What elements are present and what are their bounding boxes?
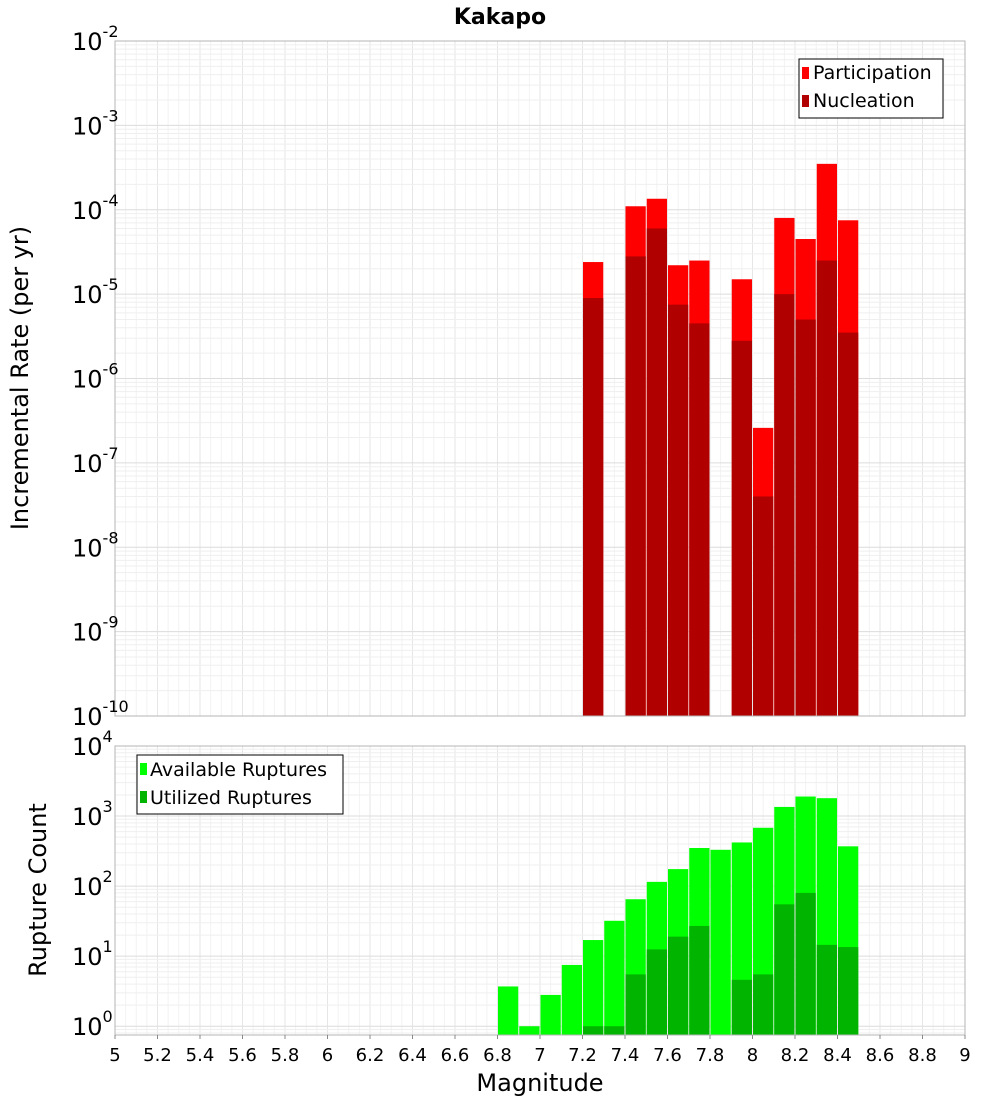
chart-title: Kakapo [454,5,546,30]
rate-panel: 10-10 10-9 10-8 10-7 10-6 10-5 10-4 10-3 10-2 In… [6,22,966,731]
legend-label-utilized: Utilized Ruptures [150,787,312,809]
rate-plot-frame [114,40,966,717]
x-tick-label: 6.8 [483,1045,512,1066]
legend-label-available: Available Ruptures [150,759,327,781]
count-bars [498,796,859,1035]
count-bar-available-ruptures [498,986,519,1035]
count-bar-utilized-ruptures [774,904,795,1035]
x-tick-label: 9 [959,1045,970,1066]
count-bar-available-ruptures [561,964,582,1035]
x-tick-label: 5.2 [143,1045,172,1066]
legend-swatch-available [140,763,147,775]
count-bar-available-ruptures [540,994,561,1035]
rate-y-tick-label: 10-3 [72,106,119,140]
rate-y-tick-labels: 10-10 10-9 10-8 10-7 10-6 10-5 10-4 10-3 10-2 [72,22,129,731]
legend-label-nucleation: Nucleation [813,90,915,112]
x-tick-label: 5.6 [228,1045,257,1066]
rate-bar-nucleation [838,332,859,716]
x-tick-label: 7.8 [696,1045,725,1066]
x-tick-label: 7.2 [568,1045,597,1066]
x-tick-label: 8.6 [866,1045,895,1066]
rate-legend: Participation Nucleation [798,58,944,119]
rate-y-tick-label: 10-6 [72,360,119,394]
count-bar-utilized-ruptures [625,974,646,1035]
rate-y-tick-label: 10-8 [72,528,119,562]
rate-bar-nucleation [583,297,604,716]
x-tick-label: 5.4 [186,1045,215,1066]
count-grid [114,745,966,1035]
x-tick-label: 8.8 [908,1045,937,1066]
count-y-tick-label: 103 [72,797,113,831]
x-tick-label: 7 [534,1045,545,1066]
count-bar-utilized-ruptures [583,1026,604,1035]
x-tick-label: 6 [322,1045,333,1066]
x-tick-label: 5 [109,1045,120,1066]
legend-swatch-utilized [140,791,147,803]
rate-bar-nucleation [731,340,752,716]
rate-bar-nucleation [774,294,795,716]
count-panel: 100 101 102 103 104 5 5.2 5.4 5.6 5.8 6 6.2 6.4 6.6 6… [24,727,971,1097]
count-legend-box [136,754,344,815]
count-y-axis-label: Rupture Count [24,803,52,977]
x-tick-label: 7.6 [653,1045,682,1066]
x-tick-label: 8.4 [823,1045,852,1066]
rate-bar-nucleation [646,228,667,716]
x-tick-label: 8.2 [781,1045,810,1066]
x-axis-label: Magnitude [476,1069,603,1097]
rate-bars [583,163,859,717]
count-bar-utilized-ruptures [689,925,710,1035]
count-bar-available-ruptures [604,920,625,1035]
legend-swatch-participation [802,67,809,79]
count-bar-utilized-ruptures [668,936,689,1035]
count-bar-utilized-ruptures [604,1026,625,1035]
x-tick-label: 6.4 [398,1045,427,1066]
count-bar-available-ruptures [519,1026,540,1035]
rate-bar-nucleation [753,496,774,716]
count-bar-utilized-ruptures [731,979,752,1035]
rate-y-tick-label: 10-2 [72,22,119,56]
magnitude-x-tick-labels: 5 5.2 5.4 5.6 5.8 6 6.2 6.4 6.6 6.8 7 7.2 7.4 7.6 7.8 8… [109,1035,971,1066]
count-bar-utilized-ruptures [646,949,667,1035]
x-tick-label: 5.8 [271,1045,300,1066]
count-y-tick-label: 102 [72,867,113,901]
rate-y-tick-label: 10-9 [72,613,119,647]
rate-y-axis-label: Incremental Rate (per yr) [6,226,34,530]
x-tick-label: 6.6 [441,1045,470,1066]
count-legend: Available Ruptures Utilized Ruptures [136,754,344,815]
rate-y-tick-label: 10-5 [72,275,119,309]
rate-grid [114,40,966,717]
count-bar-utilized-ruptures [838,947,859,1035]
rate-bar-nucleation [625,256,646,716]
count-bar-available-ruptures [583,940,604,1035]
rate-bar-nucleation [689,323,710,716]
count-y-tick-label: 100 [72,1007,113,1041]
rate-bar-nucleation [795,319,816,716]
count-y-tick-label: 101 [72,937,113,971]
rate-y-tick-label: 10-4 [72,191,119,225]
legend-swatch-nucleation [802,95,809,107]
count-y-tick-labels: 100 101 102 103 104 [72,727,113,1041]
rate-bar-nucleation [668,304,689,716]
rate-y-tick-label: 10-10 [72,697,129,731]
rate-y-tick-label: 10-7 [72,444,119,478]
count-bar-utilized-ruptures [753,974,774,1035]
x-tick-label: 6.2 [356,1045,385,1066]
count-bar-utilized-ruptures [795,892,816,1035]
x-tick-label: 8 [747,1045,758,1066]
rate-bar-nucleation [816,260,837,716]
rate-legend-box [798,58,944,119]
count-bar-available-ruptures [710,849,731,1035]
count-y-tick-label: 104 [72,727,113,761]
x-tick-label: 7.4 [611,1045,640,1066]
legend-label-participation: Participation [813,62,932,84]
count-bar-utilized-ruptures [816,944,837,1035]
